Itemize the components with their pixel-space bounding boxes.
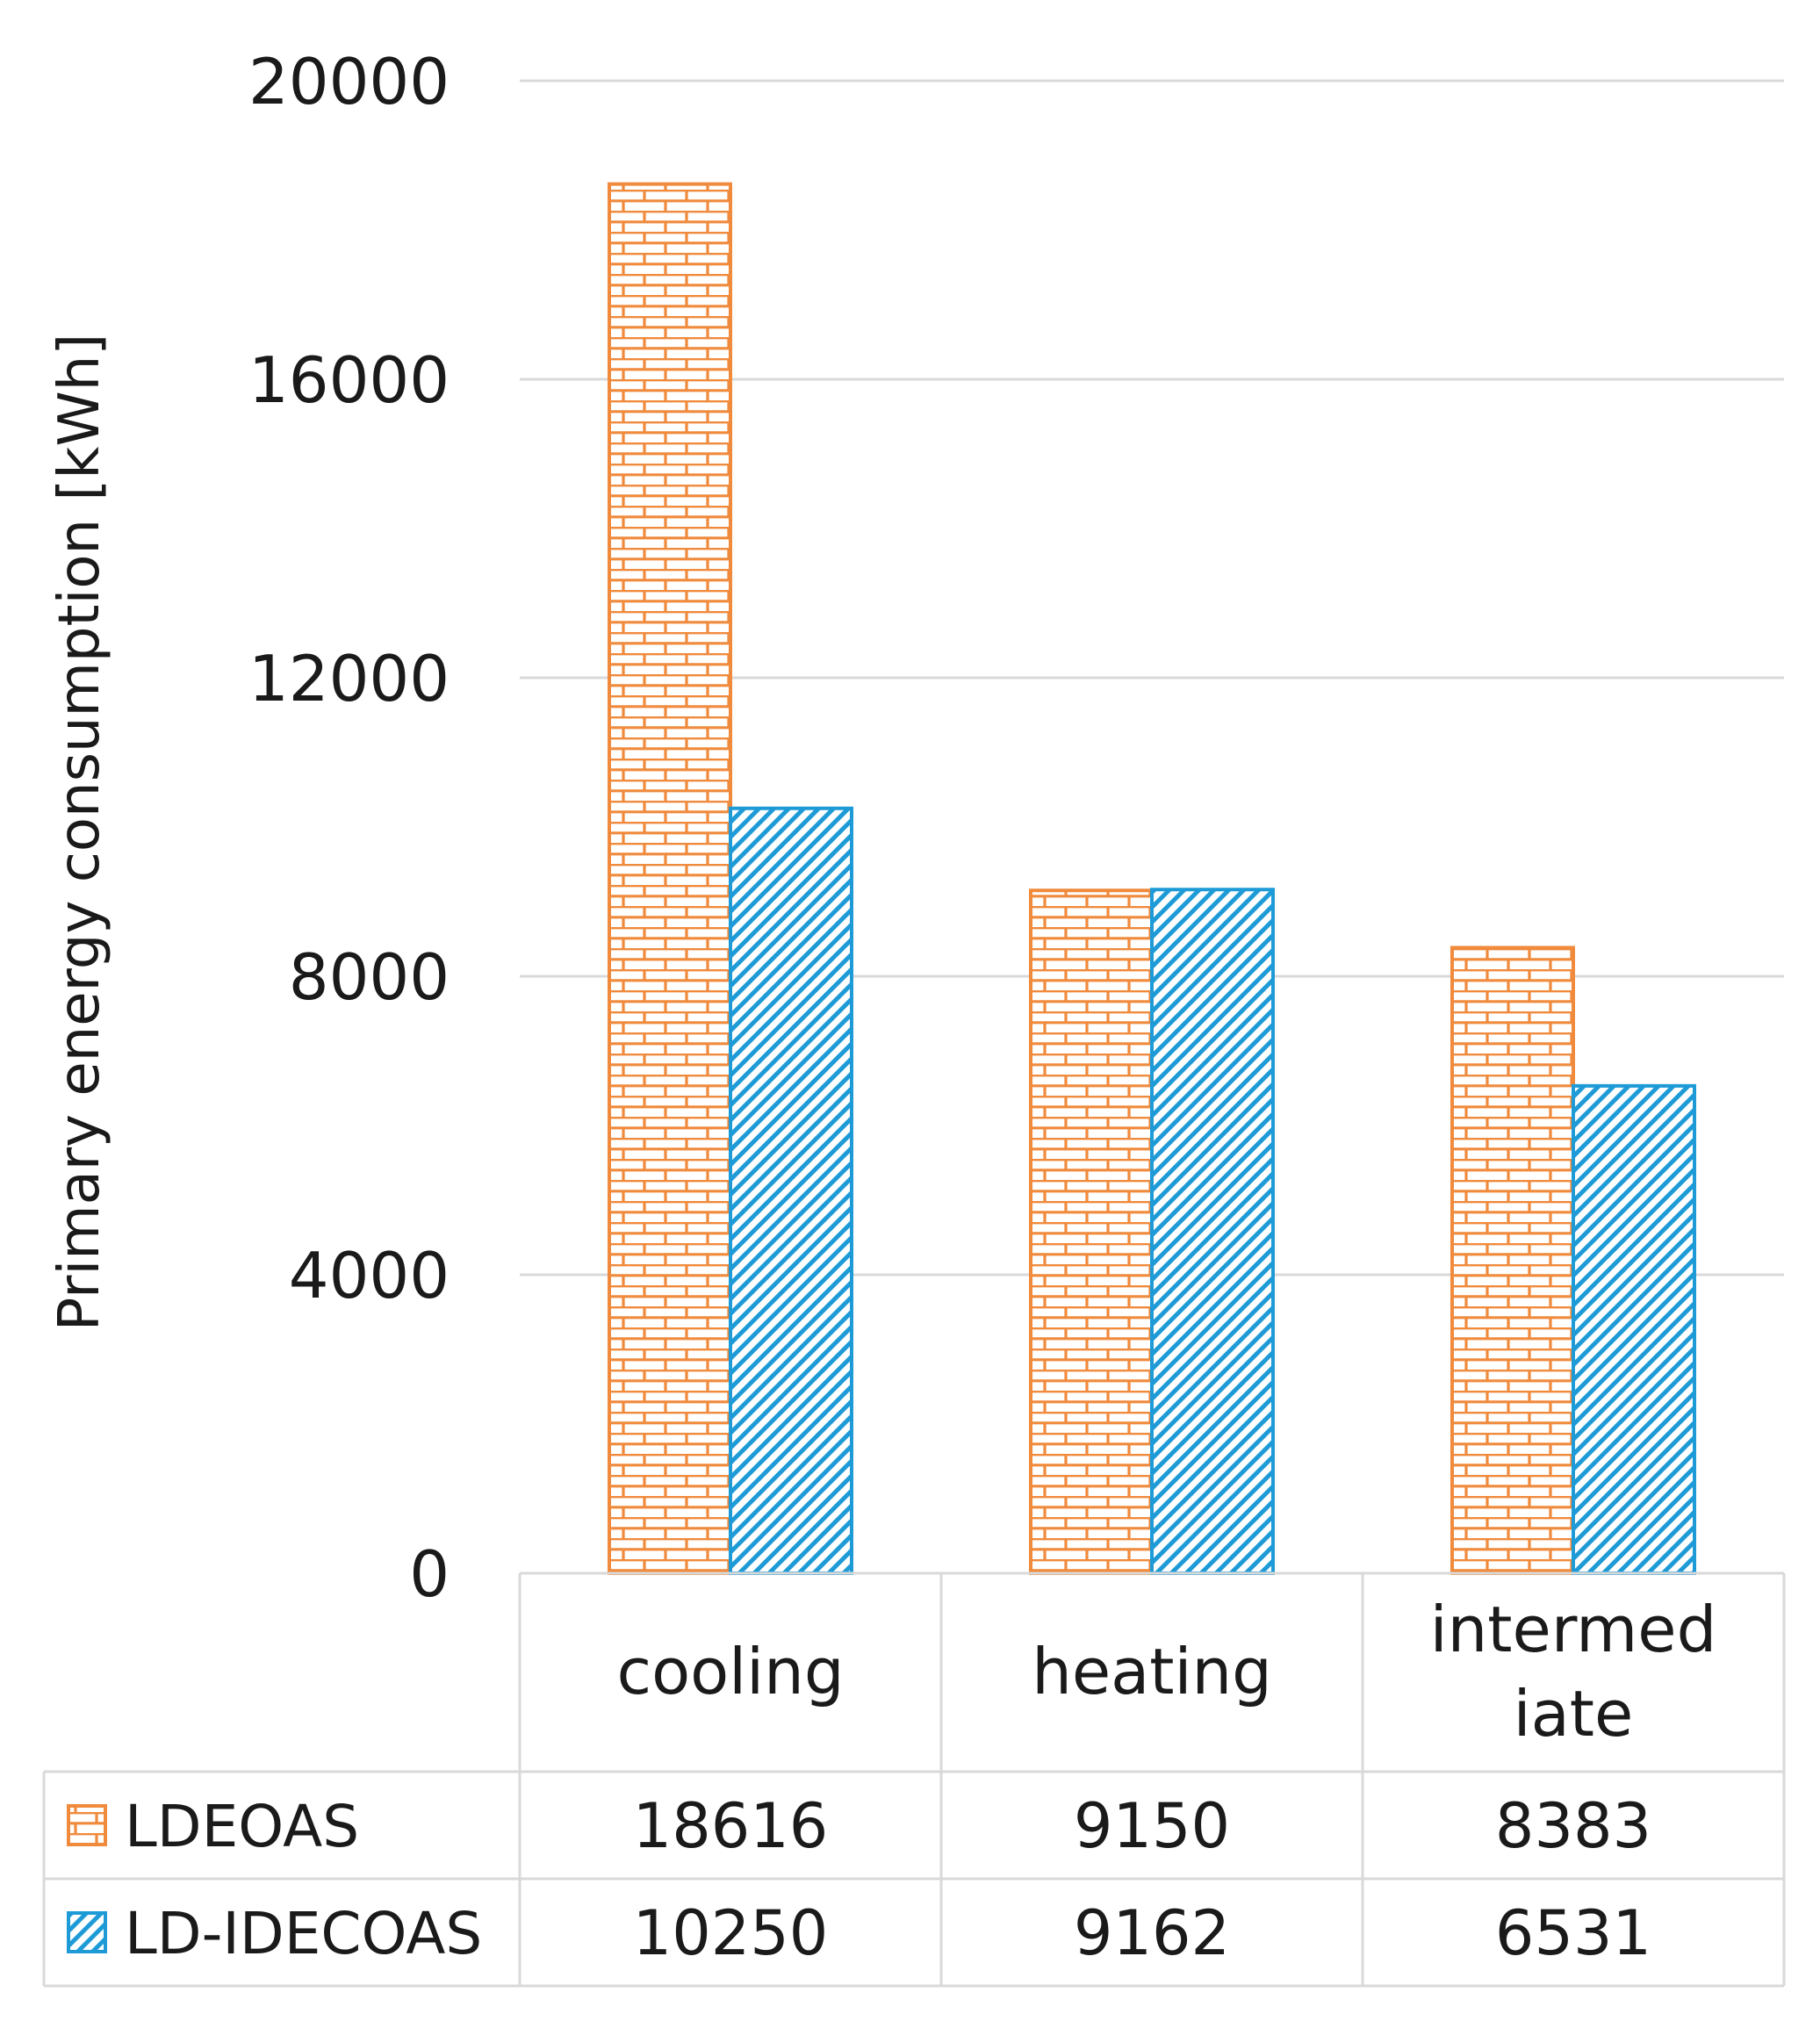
legend-label: LD-IDECOAS (125, 1900, 482, 1967)
y-axis-ticks: 0 4000 8000 12000 16000 20000 (248, 45, 450, 1611)
bar-ldeoas-2 (1450, 946, 1575, 1575)
y-tick-label: 20000 (248, 45, 450, 119)
category-label: heating (1032, 1635, 1272, 1708)
y-axis-label: Primary energy consumption [kWh] (47, 334, 112, 1332)
legend-label: LDEOAS (125, 1793, 359, 1860)
y-tick-label: 12000 (248, 642, 450, 716)
bar-ld-idecoas-0 (729, 806, 853, 1575)
bar-ldeoas-0 (608, 182, 732, 1575)
data-table: cooling heating intermed iate LDEOAS 18616 915… (42, 1571, 1786, 1988)
bar-ld-idecoas-1 (1150, 888, 1275, 1575)
y-tick-label: 0 (409, 1537, 450, 1611)
y-tick-label: 4000 (289, 1239, 450, 1313)
legend-key-ld-idecoas (67, 1911, 107, 1953)
category-label: intermed (1430, 1593, 1717, 1666)
data-label: 6531 (1495, 1897, 1651, 1969)
y-tick-label: 16000 (248, 343, 450, 417)
data-label: 9162 (1074, 1897, 1230, 1969)
category-label: cooling (616, 1635, 844, 1708)
category-label: iate (1514, 1677, 1634, 1751)
bar-ld-idecoas-2 (1572, 1083, 1696, 1575)
bar-ldeoas-1 (1029, 888, 1154, 1575)
data-label: 9150 (1074, 1790, 1230, 1862)
legend-key-ldeoas (67, 1804, 107, 1846)
bars (608, 182, 1696, 1575)
data-label: 10250 (633, 1897, 829, 1969)
data-label: 18616 (633, 1790, 829, 1862)
data-label: 8383 (1495, 1790, 1651, 1862)
y-tick-label: 8000 (289, 940, 450, 1014)
